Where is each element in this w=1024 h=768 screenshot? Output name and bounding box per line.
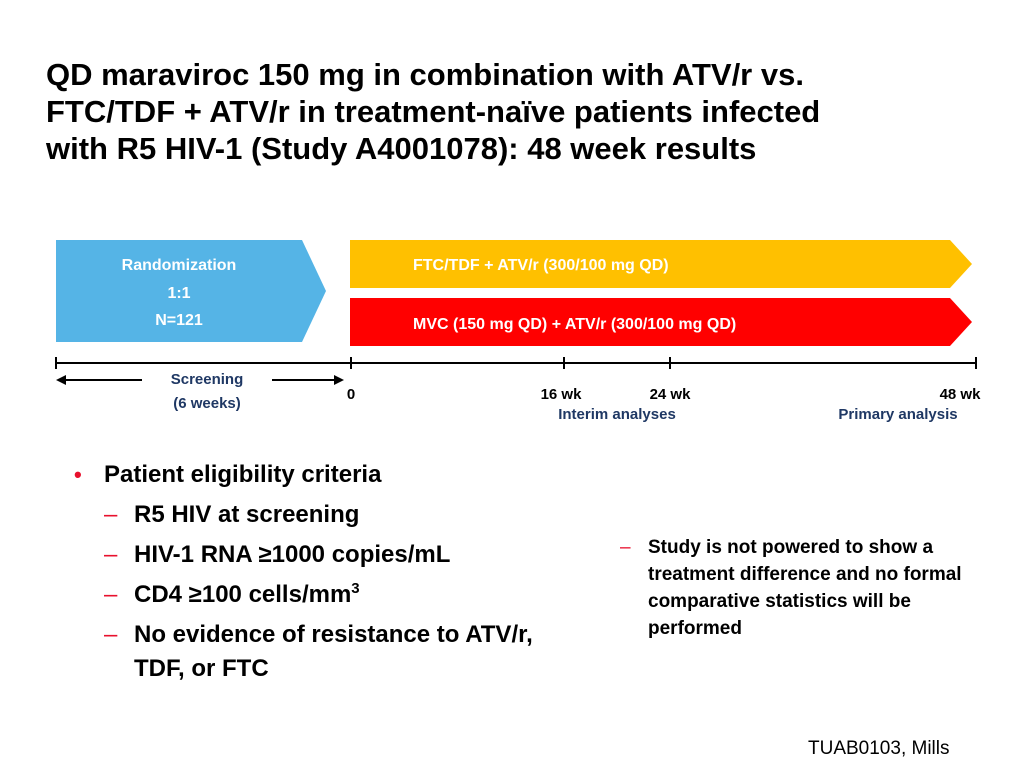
eligibility-heading: Patient eligibility criteria [104,461,382,488]
criteria-item-text: R5 HIV at screening [134,501,360,528]
eligibility-list: • Patient eligibility criteria – R5 HIV … [70,458,570,692]
screening-duration: (6 weeks) [173,395,241,412]
randomization-label: Randomization [122,257,237,274]
footer-citation: TUAB0103, Mills [808,738,950,759]
eligibility-heading-item: • Patient eligibility criteria [70,458,570,492]
criteria-item: – R5 HIV at screening [70,498,570,532]
title-line-1: QD maraviroc 150 mg in combination with … [46,57,804,92]
tick-label-24: 24 wk [650,386,692,403]
screening-label: Screening [171,371,244,388]
arm-mvc-label: MVC (150 mg QD) + ATV/r (300/100 mg QD) [413,316,736,333]
screening-arrowhead-right [334,375,344,385]
criteria-item-text: CD4 ≥100 cells/mm [134,581,352,608]
title-line-3: with R5 HIV-1 (Study A4001078): 48 week … [46,131,757,166]
interim-analyses-label: Interim analyses [558,406,676,423]
arm-ftc-tdf-arrow [350,240,972,288]
bullet-dot-icon: • [74,462,82,487]
screening-arrowhead-left [56,375,66,385]
slide-title: QD maraviroc 150 mg in combination with … [46,56,986,167]
dash-icon: – [104,621,118,648]
cd4-superscript: 3 [351,580,360,597]
study-power-note-text: Study is not powered to show a treatment… [648,537,962,639]
criteria-item-text: No evidence of resistance to ATV/r, TDF,… [134,621,533,682]
arm-mvc-arrow [350,298,972,346]
dash-icon: – [104,541,118,568]
study-power-note: – Study is not powered to show a treatme… [620,534,970,642]
study-design-diagram: Randomization 1:1 N=121 FTC/TDF + ATV/r … [55,240,982,423]
criteria-item: – HIV-1 RNA ≥1000 copies/mL [70,538,570,572]
tick-label-48: 48 wk [940,386,982,403]
dash-icon: – [620,537,631,558]
tick-label-16: 16 wk [541,386,583,403]
criteria-item-text: HIV-1 RNA ≥1000 copies/mL [134,541,451,568]
randomization-ratio: 1:1 [167,285,190,302]
dash-icon: – [104,581,118,608]
dash-icon: – [104,501,118,528]
primary-analysis-label: Primary analysis [838,406,957,423]
criteria-item: – CD4 ≥100 cells/mm3 [70,578,570,612]
randomization-box [56,240,326,342]
title-line-2: FTC/TDF + ATV/r in treatment-naïve patie… [46,94,821,129]
randomization-n: N=121 [155,312,203,329]
criteria-item: – No evidence of resistance to ATV/r, TD… [70,618,570,686]
arm-ftc-tdf-label: FTC/TDF + ATV/r (300/100 mg QD) [413,257,669,274]
tick-label-0: 0 [347,386,355,403]
